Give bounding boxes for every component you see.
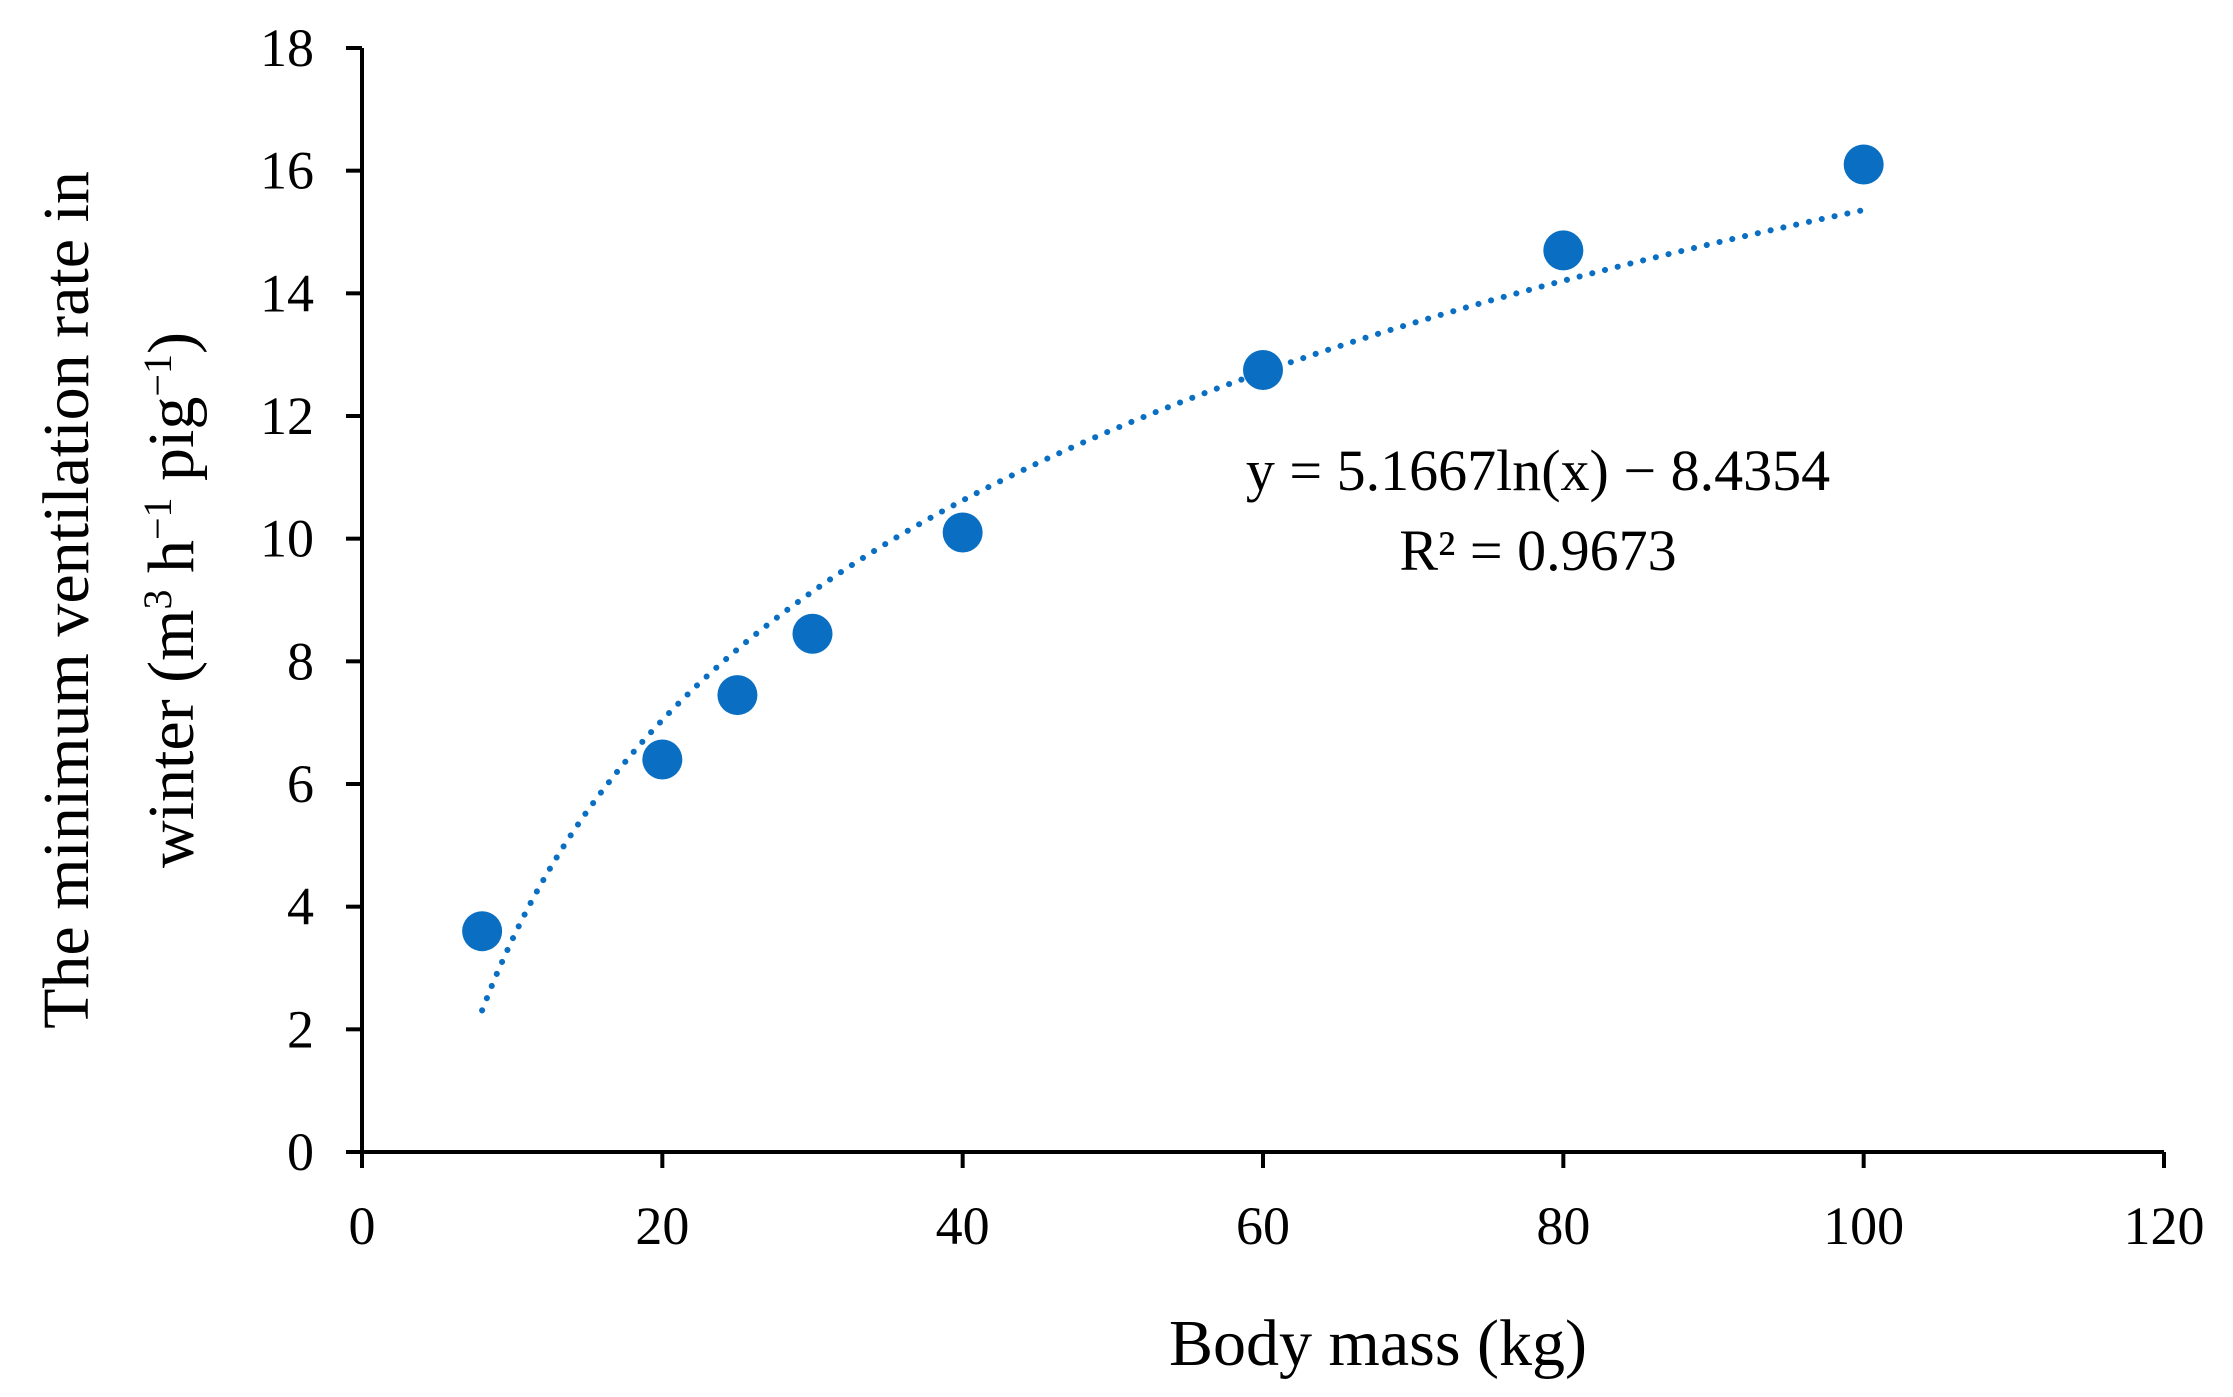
r-squared-label: R² = 0.9673 bbox=[1399, 518, 1676, 583]
y-tick-label: 12 bbox=[260, 386, 314, 446]
data-point bbox=[792, 613, 833, 654]
x-tick-label: 0 bbox=[349, 1196, 376, 1256]
x-tick-label: 40 bbox=[936, 1196, 990, 1256]
y-tick-label: 8 bbox=[287, 631, 314, 691]
y-tick-label: 2 bbox=[287, 999, 314, 1059]
y-tick-label: 16 bbox=[260, 141, 314, 201]
trendline bbox=[479, 207, 1867, 1014]
axes bbox=[360, 48, 2164, 1154]
data-point bbox=[1843, 144, 1884, 185]
data-point bbox=[942, 512, 983, 553]
y-tick-label: 6 bbox=[287, 754, 314, 814]
x-tick-label: 100 bbox=[1823, 1196, 1904, 1256]
x-tick-label: 20 bbox=[635, 1196, 689, 1256]
y-tick-label: 4 bbox=[287, 877, 314, 937]
x-axis-ticks: 0 20 40 60 80 100 120 bbox=[349, 1152, 2205, 1256]
equation-label: y = 5.1667ln(x) − 8.4354 bbox=[1246, 438, 1830, 503]
y-axis-title: The minimum ventilation rate in winter (… bbox=[30, 171, 208, 1029]
x-tick-label: 80 bbox=[1536, 1196, 1590, 1256]
y-axis-title-line1: The minimum ventilation rate in bbox=[30, 171, 103, 1029]
y-tick-label: 14 bbox=[260, 263, 314, 323]
y-axis-ticks: 0 2 4 6 8 10 12 14 16 18 bbox=[260, 18, 362, 1182]
data-point bbox=[1243, 350, 1283, 390]
data-point bbox=[717, 675, 758, 716]
x-tick-label: 60 bbox=[1236, 1196, 1290, 1256]
x-axis-title: Body mass (kg) bbox=[1169, 1307, 1587, 1380]
data-point bbox=[462, 911, 503, 952]
data-point bbox=[1543, 230, 1584, 271]
y-tick-label: 10 bbox=[260, 509, 314, 569]
x-tick-label: 120 bbox=[2124, 1196, 2205, 1256]
y-tick-label: 0 bbox=[287, 1122, 314, 1182]
y-tick-label: 18 bbox=[260, 18, 314, 78]
data-points bbox=[462, 144, 1884, 952]
data-point bbox=[642, 739, 683, 780]
y-axis-title-line2: winter (m3 h−1 pig−1) bbox=[135, 332, 209, 868]
